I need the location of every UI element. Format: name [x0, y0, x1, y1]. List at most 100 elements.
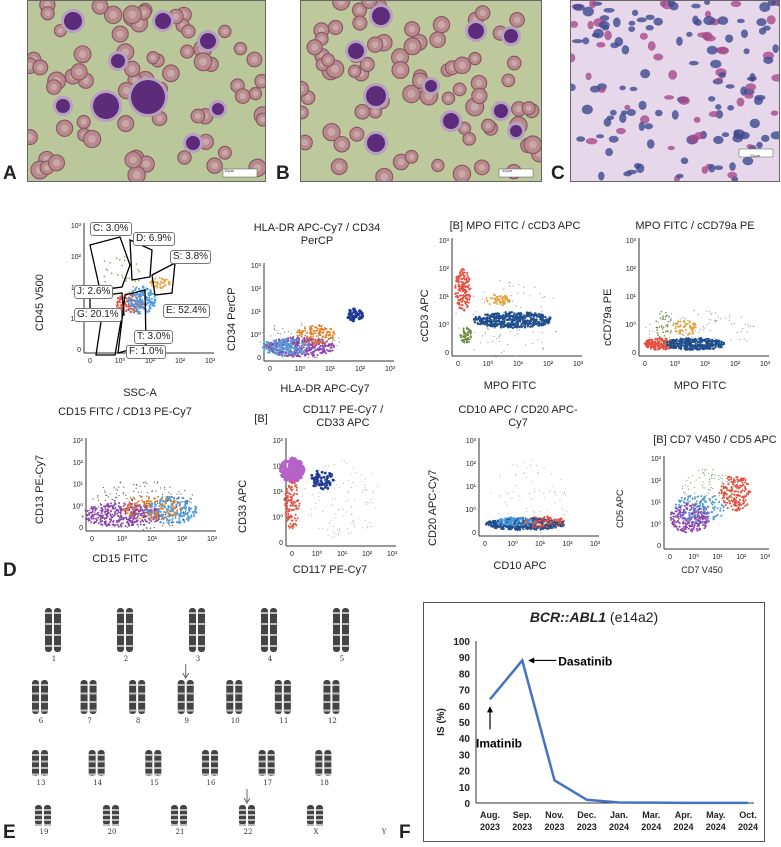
event-dot	[105, 521, 107, 523]
event-dot	[473, 318, 475, 320]
event-dot	[135, 296, 137, 298]
event-dot	[676, 322, 678, 324]
event-dot	[671, 313, 672, 314]
y-tick-label: 10³	[626, 238, 637, 245]
y-tick-label: 10¹	[251, 309, 262, 316]
event-dot	[169, 514, 170, 515]
event-dot	[145, 502, 147, 504]
tissue-nucleus	[576, 136, 585, 141]
event-dot	[466, 340, 468, 342]
event-dot	[662, 328, 664, 330]
event-dot	[335, 513, 336, 514]
event-dot	[649, 334, 650, 335]
event-dot	[328, 535, 329, 536]
event-dot	[270, 342, 271, 343]
event-dot	[322, 325, 323, 326]
event-dot	[110, 516, 112, 518]
event-dot	[650, 339, 652, 341]
event-dot	[687, 323, 689, 325]
y-tick-label: 10²	[71, 254, 82, 261]
event-dot	[753, 326, 754, 327]
event-dot	[127, 527, 128, 528]
event-dot	[136, 504, 138, 506]
tissue-nucleus	[616, 128, 626, 134]
tissue-nucleus	[756, 18, 766, 26]
event-dot	[341, 460, 342, 461]
tissue-nucleus	[707, 46, 718, 55]
rbc-pallor	[167, 70, 174, 77]
event-dot	[140, 521, 141, 522]
x-tick-label: 10²	[543, 361, 554, 368]
event-dot	[157, 282, 159, 284]
event-dot	[146, 496, 147, 497]
event-dot	[284, 348, 286, 350]
event-dot	[351, 523, 352, 524]
event-dot	[117, 304, 119, 306]
event-dot	[184, 490, 185, 491]
tissue-nucleus	[639, 122, 645, 131]
event-dot	[539, 318, 541, 320]
event-dot	[500, 303, 502, 305]
event-dot	[301, 465, 304, 468]
event-dot	[703, 346, 705, 348]
x-tick-label: 10²	[175, 358, 186, 365]
gate-t: T: 3.0%	[134, 330, 173, 344]
event-dot	[290, 514, 292, 516]
event-dot	[180, 493, 181, 494]
event-dot	[709, 342, 710, 343]
event-dot	[698, 341, 700, 343]
event-dot	[708, 322, 709, 323]
event-dot	[325, 352, 327, 354]
event-dot	[167, 505, 169, 507]
x-tick-label: 10¹	[513, 361, 524, 368]
event-dot	[370, 522, 371, 523]
event-dot	[518, 320, 520, 322]
event-dot	[297, 467, 300, 470]
event-dot	[504, 303, 506, 305]
blast-nucleus	[348, 43, 364, 59]
event-dot	[161, 496, 163, 498]
event-dot	[136, 502, 138, 504]
event-dot	[291, 527, 293, 529]
rbc-pallor	[408, 90, 416, 98]
event-dot	[155, 512, 157, 514]
event-dot	[331, 505, 332, 506]
panel-label-a: A	[3, 163, 17, 185]
event-dot	[275, 346, 277, 348]
event-dot	[280, 333, 281, 334]
tissue-nucleus	[692, 16, 698, 25]
event-dot	[670, 319, 671, 320]
y-tick-label: 10¹	[439, 294, 450, 301]
event-dot	[157, 287, 159, 289]
rbc-pallor	[133, 171, 141, 179]
event-dot	[679, 324, 681, 326]
event-dot	[105, 268, 107, 270]
event-dot	[276, 330, 277, 331]
rbc-pallor	[466, 136, 472, 142]
event-dot	[186, 507, 187, 508]
tissue-nucleus	[640, 33, 648, 40]
tissue-nucleus	[582, 37, 589, 44]
event-dot	[274, 329, 275, 330]
event-dot	[326, 487, 329, 490]
event-dot	[141, 496, 142, 497]
event-dot	[302, 467, 305, 470]
event-dot	[318, 334, 320, 336]
event-dot	[478, 317, 480, 319]
event-dot	[125, 495, 126, 496]
event-dot	[143, 517, 144, 518]
event-dot	[656, 339, 657, 340]
event-dot	[88, 512, 90, 514]
event-dot	[338, 509, 339, 510]
event-dot	[746, 340, 747, 341]
event-dot	[160, 498, 162, 500]
blast-nucleus	[186, 136, 200, 150]
event-dot	[508, 300, 509, 301]
event-dot	[134, 280, 136, 282]
event-dot	[158, 511, 160, 513]
event-dot	[660, 318, 661, 319]
event-dot	[134, 503, 136, 505]
event-dot	[151, 502, 153, 504]
event-dot	[294, 348, 296, 350]
event-dot	[346, 463, 347, 464]
